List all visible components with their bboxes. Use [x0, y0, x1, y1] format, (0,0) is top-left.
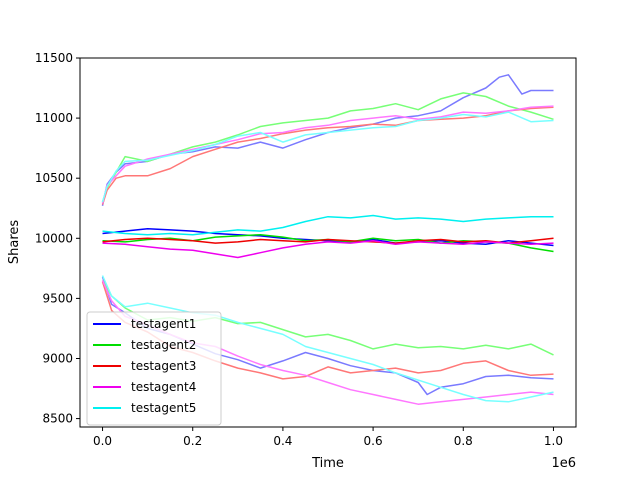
series-line-testagent4 — [102, 239, 554, 259]
legend-label-testagent3: testagent3 — [131, 359, 196, 373]
x-tick-label: 1.0 — [544, 434, 563, 448]
y-axis-ticks: 8500 9000 9500 10000 10500 11000 11500 — [35, 51, 80, 426]
y-tick-label: 11500 — [35, 51, 73, 65]
series-line-6 — [101, 92, 554, 203]
x-tick-label: 0.0 — [93, 434, 112, 448]
x-tick-label: 0.4 — [273, 434, 292, 448]
x-tick-label: 0.8 — [454, 434, 473, 448]
y-tick-label: 10500 — [35, 171, 73, 185]
series-line-testagent1 — [102, 227, 554, 247]
legend-label-testagent4: testagent4 — [131, 380, 196, 394]
series-line-testagent5 — [102, 214, 554, 236]
legend: testagent1 testagent2 testagent3 testagent4… — [86, 311, 222, 426]
y-tick-label: 10000 — [35, 231, 73, 245]
y-tick-label: 9500 — [42, 291, 73, 305]
y-tick-label: 11000 — [35, 111, 73, 125]
series-line-8 — [101, 105, 554, 204]
series-line-9 — [101, 111, 554, 203]
series-line-7 — [101, 106, 554, 205]
y-tick-label: 9000 — [42, 351, 73, 365]
series-line-14 — [101, 275, 554, 403]
x-tick-label: 0.6 — [364, 434, 383, 448]
legend-box — [86, 311, 222, 426]
x-axis-label: Time — [311, 456, 344, 471]
x-tick-label: 0.2 — [183, 434, 202, 448]
series-line-testagent3 — [102, 237, 554, 244]
x-axis-ticks: 0.0 0.2 0.4 0.6 0.8 1.0 — [93, 427, 563, 448]
plot-frame — [79, 57, 577, 428]
y-axis-label: Shares — [7, 220, 22, 265]
x-axis-offset-label: 1e6 — [551, 456, 576, 471]
y-tick-label: 8500 — [42, 412, 73, 426]
legend-label-testagent5: testagent5 — [131, 401, 196, 415]
legend-label-testagent2: testagent2 — [131, 338, 196, 352]
legend-label-testagent1: testagent1 — [131, 317, 196, 331]
